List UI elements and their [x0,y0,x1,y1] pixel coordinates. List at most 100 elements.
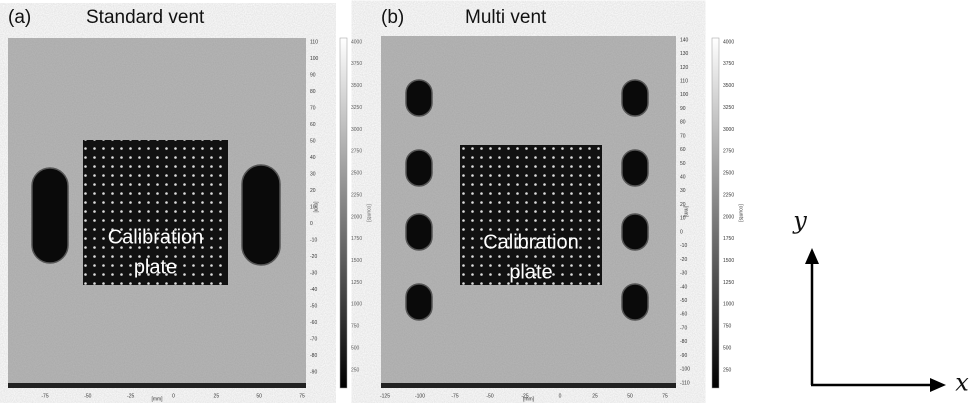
colorbar-tick-label: 1750 [723,236,734,242]
plate-label: plate [509,261,552,283]
colorbar-tick-label: 2250 [351,192,362,198]
colorbar-tick-label: 2000 [723,214,734,220]
y-tick-label: -20 [310,254,317,260]
page: y x Calibrationplate(a)Standard vent1101… [0,0,971,403]
colorbar-tick-label: 4000 [351,39,362,45]
y-tick-label: -40 [680,284,687,290]
colorbar-tick-label: 3000 [723,127,734,133]
colorbar-tick-label: 3750 [351,61,362,67]
y-tick-label: 40 [680,175,686,181]
y-tick-label: -30 [680,271,687,277]
vent-hole [622,150,648,186]
x-tick-label: -75 [451,393,458,399]
y-tick-label: 70 [680,133,686,139]
y-tick-label: -100 [680,367,690,373]
colorbar-tick-label: 1500 [723,258,734,264]
y-tick-label: -90 [680,353,687,359]
plate-label: plate [134,256,177,278]
y-tick-label: 110 [680,78,688,84]
colorbar-tick-label: 2750 [351,149,362,155]
y-tick-label: -60 [680,312,687,318]
colorbar-tick-label: 2500 [723,171,734,177]
colorbar-tick-label: 1000 [723,302,734,308]
colorbar-tick-label: 1000 [351,302,362,308]
y-tick-label: 90 [310,72,316,78]
colorbar-tick-label: 3750 [723,61,734,67]
y-tick-label: -40 [310,287,317,293]
x-tick-label: -25 [127,393,134,399]
colorbar-tick-label: 1500 [351,258,362,264]
colorbar-tick-label: 2500 [351,171,362,177]
y-tick-label: 0 [680,229,683,235]
y-tick-label: 30 [310,171,316,177]
y-tick-label: -80 [310,353,317,359]
x-axis-label: x [955,369,969,397]
vent-hole [622,284,648,320]
colorbar-tick-label: 500 [351,345,360,351]
axis-unit: [mm] [523,396,535,402]
x-tick-label: -125 [380,393,390,399]
vent-hole [406,284,432,320]
y-tick-label: 110 [310,39,318,45]
y-tick-label: 20 [310,188,316,194]
y-tick-label: 100 [680,92,689,98]
colorbar-tick-label: 4000 [723,39,734,45]
plate-label: Calibration [108,226,204,248]
y-tick-label: -70 [310,336,317,342]
y-tick-label: 90 [680,106,686,112]
vent-hole [622,80,648,116]
vent-hole [622,214,648,250]
colorbar-tick-label: 2000 [351,214,362,220]
y-tick-label: 80 [680,120,686,126]
figure: y x Calibrationplate(a)Standard vent1101… [0,0,971,403]
colorbar-tick-label: 2750 [723,149,734,155]
x-arrowhead [930,378,946,392]
y-tick-label: -90 [310,369,317,375]
colorbar-tick-label: 1750 [351,236,362,242]
colorbar-tick-label: 1250 [723,280,734,286]
colorbar-unit: [counts] [366,204,372,222]
y-tick-label: -50 [310,303,317,309]
axis-unit: [mm] [313,201,319,213]
x-tick-label: 50 [627,393,633,399]
image-bottom-edge [381,383,676,388]
y-tick-label: 60 [310,122,316,128]
y-tick-label: -10 [310,237,317,243]
colorbar-tick-label: 2250 [723,192,734,198]
y-tick-label: 140 [680,37,689,43]
x-tick-label: -75 [41,393,48,399]
colorbar-tick-label: 250 [723,367,732,373]
colorbar-tick-label: 250 [351,367,360,373]
x-tick-label: -100 [415,393,425,399]
y-tick-label: 100 [310,56,319,62]
vent-hole [406,80,432,116]
x-tick-label: -50 [486,393,493,399]
y-tick-label: -10 [680,243,687,249]
vent-hole [32,168,68,263]
colorbar [712,38,719,388]
axis-unit: [mm] [683,206,689,218]
y-tick-label: 120 [680,65,689,71]
y-tick-label: -70 [680,325,687,331]
x-tick-label: 0 [172,393,175,399]
x-tick-label: 75 [662,393,668,399]
y-tick-label: 50 [680,161,686,167]
y-tick-label: -50 [680,298,687,304]
panel-label: (a) [8,7,31,28]
y-axis-label: y [792,207,807,235]
y-tick-label: 50 [310,138,316,144]
y-tick-label: 40 [310,155,316,161]
x-tick-label: -50 [84,393,91,399]
colorbar-tick-label: 750 [351,324,360,330]
x-tick-label: 50 [256,393,262,399]
panel-title: Multi vent [465,7,547,28]
image-bottom-edge [8,383,306,388]
vent-hole [406,150,432,186]
colorbar [340,38,347,388]
x-tick-label: 75 [299,393,305,399]
x-tick-label: 0 [559,393,562,399]
y-tick-label: 130 [680,51,689,57]
colorbar-tick-label: 500 [723,345,732,351]
plate-label: Calibration [483,231,579,253]
colorbar-tick-label: 1250 [351,280,362,286]
